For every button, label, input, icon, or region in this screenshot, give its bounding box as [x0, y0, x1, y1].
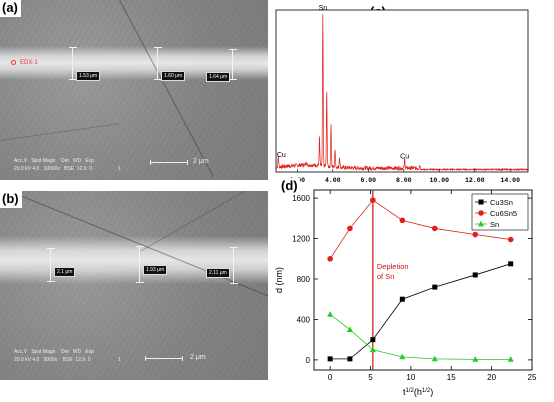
y-tick-label: 800 — [297, 275, 311, 284]
thickness-marker-3 — [230, 247, 238, 284]
peak-label: Sn — [319, 5, 328, 12]
thickness-chart: 0 5 10 15 20 25 0 400 800 1200 1600 d (nm) t1/2(h1/2… — [274, 189, 537, 397]
series-cu3sn — [327, 261, 514, 362]
thickness-marker-1 — [69, 47, 77, 80]
x-tick-label: 8.00 — [396, 177, 412, 184]
data-point — [369, 346, 376, 353]
y-tick-label: 0 — [306, 356, 311, 365]
x-tick-label: 5 — [368, 373, 373, 382]
data-point — [399, 353, 406, 360]
series-cu6sn5 — [327, 197, 514, 262]
y-tick-label: 1600 — [292, 194, 310, 203]
x-tick-label: 6.00 — [360, 177, 376, 184]
data-point — [346, 326, 353, 332]
data-point — [478, 210, 484, 216]
annotation-line1: Depletion — [377, 262, 409, 271]
data-point — [327, 356, 333, 362]
data-point — [508, 261, 514, 267]
panel-label-d: (d) — [279, 178, 300, 194]
data-point — [472, 272, 478, 278]
thickness-marker-1 — [47, 248, 55, 282]
x-tick-label: 10.00 — [430, 177, 450, 184]
y-axis-label: d (nm) — [274, 267, 284, 293]
x-tick-label: 12.00 — [465, 177, 485, 184]
legend-label: Sn — [490, 220, 499, 229]
scale-bar — [150, 160, 188, 165]
sem-header-values: 20.0 kV 4.0 10000x BSE 12.9 0 — [14, 166, 93, 172]
data-point — [507, 236, 514, 243]
data-point — [399, 296, 405, 302]
sem-texture — [0, 191, 268, 380]
scale-bar — [145, 356, 183, 361]
x-axis-label: t1/2(h1/2) — [403, 387, 433, 397]
panel-label-a: (a) — [0, 0, 21, 17]
data-point — [431, 355, 438, 362]
data-point — [327, 255, 333, 262]
x-tick-label: 25 — [528, 373, 537, 382]
sem-image-b: 2.1 μm 1.93 μm 2.11 μm Acc.V Spot Magn D… — [0, 191, 268, 380]
scale-bar-label: 2 μm — [190, 354, 206, 361]
edx-label: EDX-1 — [20, 60, 38, 66]
sem-header-labels: Acc.V Spot Magn Det WD Exp — [14, 349, 95, 355]
thickness-label: 1.93 μm — [143, 265, 168, 275]
peak-label: Cu — [277, 152, 286, 159]
data-point — [431, 225, 438, 232]
thickness-label: 2.11 μm — [206, 268, 230, 278]
data-point — [507, 356, 514, 362]
sem-image-a: 1.53 μm 1.60 μm 1.64 μm EDX-1 Acc.V Spot… — [0, 0, 268, 180]
data-point — [432, 284, 438, 290]
sem-header-extra: 1 — [118, 357, 121, 363]
legend-label: Cu6Sn5 — [490, 209, 517, 218]
peak-label: Cu — [400, 154, 409, 161]
data-point — [472, 231, 479, 238]
x-tick-label: 10 — [406, 373, 415, 382]
sem-header-extra: 1 — [118, 166, 121, 172]
thickness-label: 1.60 μm — [161, 71, 186, 81]
data-point — [478, 220, 484, 227]
panel-label-b: (b) — [0, 191, 22, 208]
sem-texture — [0, 0, 268, 180]
series-sn — [327, 311, 514, 362]
spectrum-trace — [275, 13, 529, 172]
annotation-line2: of Sn — [377, 272, 395, 281]
legend-label: Cu3Sn — [490, 198, 513, 207]
thickness-marker-3 — [229, 49, 237, 80]
x-tick-label: 0 — [328, 373, 333, 382]
scale-bar-label: 2 μm — [193, 158, 209, 165]
x-tick-label: 14.00 — [500, 177, 520, 184]
data-point — [327, 311, 334, 317]
thickness-marker-2 — [154, 47, 162, 80]
x-tick-label: 4.00 — [325, 177, 341, 184]
edx-point-marker — [11, 60, 16, 65]
data-point — [347, 356, 353, 362]
thickness-label: 1.64 μm — [206, 72, 231, 82]
data-point — [370, 197, 376, 203]
y-tick-label: 1200 — [292, 235, 310, 244]
data-point — [370, 337, 376, 343]
x-tick-label: 20 — [487, 373, 496, 382]
data-point — [399, 217, 406, 224]
data-point — [478, 199, 484, 205]
y-tick-label: 400 — [297, 315, 311, 324]
sem-header-values: 20.0 kV 4.0 9000x BSE 12.9 0 — [14, 357, 91, 363]
thickness-label: 1.53 μm — [76, 71, 101, 81]
data-point — [347, 225, 353, 232]
plot-frame — [275, 9, 529, 173]
x-tick-label: 15 — [447, 373, 456, 382]
data-point — [472, 356, 479, 362]
thickness-label: 2.1 μm — [54, 267, 76, 277]
thickness-marker-2 — [136, 246, 144, 283]
sem-header-labels: Acc.V Spot Magn Det WD Exp — [14, 158, 95, 164]
